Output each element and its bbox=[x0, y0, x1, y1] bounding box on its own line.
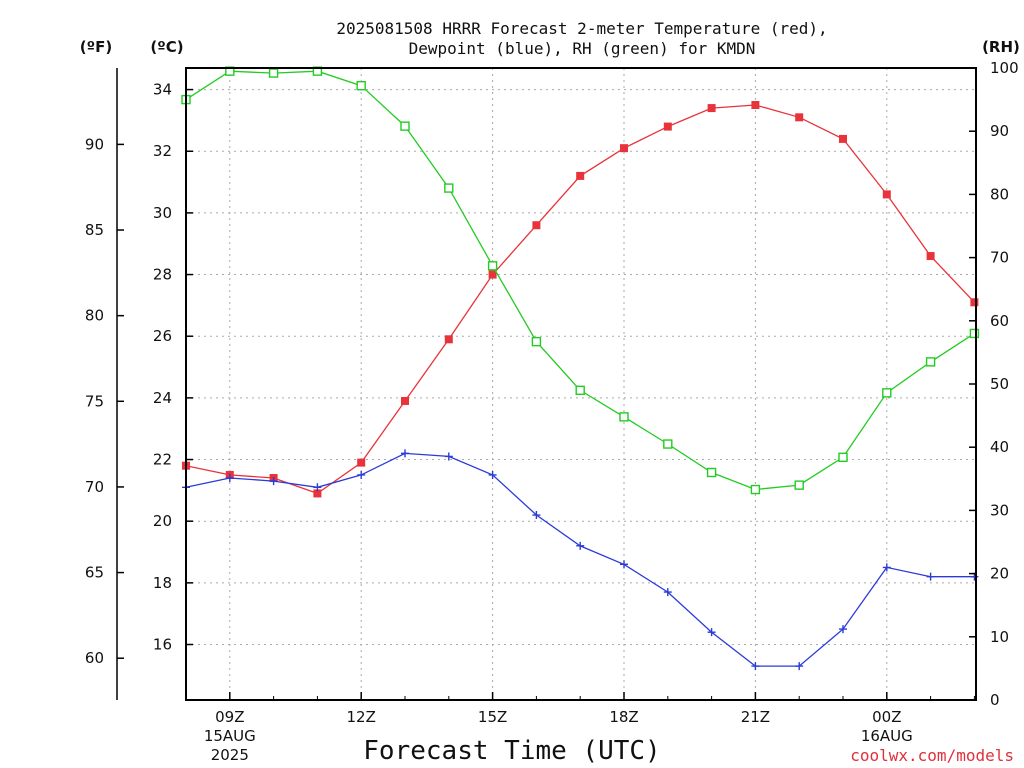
temperature-point bbox=[751, 100, 760, 109]
celsius-tick-label: 28 bbox=[153, 266, 172, 284]
fahrenheit-tick-label: 85 bbox=[85, 221, 104, 239]
dewpoint-point bbox=[488, 470, 497, 479]
dewpoint-point bbox=[444, 452, 453, 461]
x-tick-label: 15Z bbox=[478, 708, 507, 726]
temperature-point bbox=[620, 144, 628, 153]
dewpoint-point bbox=[795, 662, 804, 671]
celsius-tick-label: 16 bbox=[153, 636, 172, 654]
x-tick-sublabel: 16AUG bbox=[861, 727, 913, 745]
x-tick-label: 18Z bbox=[609, 708, 638, 726]
temperature-point bbox=[926, 252, 935, 261]
temperature-point bbox=[663, 122, 672, 131]
rh-tick-label: 0 bbox=[990, 691, 1000, 709]
x-tick-label: 12Z bbox=[347, 708, 376, 726]
dewpoint-point bbox=[313, 483, 322, 492]
dewpoint-point bbox=[751, 662, 760, 671]
rh-point bbox=[268, 68, 279, 78]
celsius-tick-label: 26 bbox=[153, 327, 172, 345]
rh-point bbox=[444, 183, 454, 193]
dewpoint-point bbox=[882, 563, 891, 572]
fahrenheit-tick-label: 60 bbox=[85, 649, 104, 667]
temperature-point bbox=[839, 134, 847, 143]
rh-point bbox=[531, 336, 542, 347]
dewpoint-point bbox=[357, 470, 366, 479]
dewpoint-point bbox=[532, 511, 541, 520]
temperature-point bbox=[488, 270, 497, 279]
temperature-point bbox=[576, 171, 585, 180]
dewpoint-point bbox=[576, 541, 585, 550]
rh-point bbox=[925, 357, 936, 367]
rh-point bbox=[750, 484, 761, 495]
rh-point bbox=[706, 467, 717, 478]
fahrenheit-tick-label: 80 bbox=[85, 307, 104, 325]
temperature-point bbox=[795, 113, 804, 122]
rh-point bbox=[619, 412, 629, 422]
rh-tick-label: 100 bbox=[990, 59, 1019, 77]
chart-title-line1: 2025081508 HRRR Forecast 2-meter Tempera… bbox=[336, 19, 827, 38]
dewpoint-point bbox=[401, 449, 409, 458]
fahrenheit-unit-label: (ºF) bbox=[80, 38, 112, 56]
celsius-tick-label: 20 bbox=[153, 512, 172, 530]
rh-point bbox=[663, 439, 673, 449]
rh-tick-label: 30 bbox=[990, 501, 1009, 519]
celsius-tick-label: 24 bbox=[153, 389, 172, 407]
celsius-unit-label: (ºC) bbox=[150, 38, 183, 56]
rh-tick-label: 50 bbox=[990, 375, 1009, 393]
rh-tick-label: 70 bbox=[990, 249, 1009, 267]
rh-point bbox=[575, 385, 585, 396]
credit-label: coolwx.com/models bbox=[850, 746, 1014, 765]
temperature-point bbox=[401, 396, 409, 405]
fahrenheit-tick-label: 75 bbox=[85, 392, 104, 410]
temperature-point bbox=[970, 298, 979, 307]
rh-tick-label: 20 bbox=[990, 565, 1009, 583]
x-tick-label: 00Z bbox=[872, 708, 901, 726]
celsius-tick-label: 30 bbox=[153, 204, 172, 222]
temperature-point bbox=[882, 190, 891, 199]
rh-tick-label: 80 bbox=[990, 185, 1009, 203]
fahrenheit-tick-label: 65 bbox=[85, 564, 104, 582]
temperature-point bbox=[313, 489, 322, 498]
x-tick-label: 09Z bbox=[215, 708, 244, 726]
x-tick-sublabel: 15AUG bbox=[204, 727, 256, 745]
celsius-tick-label: 32 bbox=[153, 142, 172, 160]
rh-tick-label: 10 bbox=[990, 628, 1009, 646]
x-tick-label: 21Z bbox=[741, 708, 770, 726]
rh-tick-label: 90 bbox=[990, 122, 1009, 140]
chart-title-line2: Dewpoint (blue), RH (green) for KMDN bbox=[409, 39, 756, 58]
rh-point bbox=[794, 480, 804, 490]
dewpoint-point bbox=[620, 560, 628, 569]
fahrenheit-tick-label: 90 bbox=[85, 135, 104, 153]
fahrenheit-tick-label: 70 bbox=[85, 478, 104, 496]
celsius-tick-label: 22 bbox=[153, 451, 172, 469]
dewpoint-point bbox=[926, 572, 935, 581]
celsius-tick-label: 34 bbox=[153, 81, 172, 99]
temperature-point bbox=[707, 104, 716, 113]
rh-point bbox=[487, 261, 498, 271]
rh-tick-label: 60 bbox=[990, 312, 1009, 330]
rh-point bbox=[969, 328, 980, 339]
x-tick-sublabel: 2025 bbox=[211, 746, 249, 764]
rh-point bbox=[838, 452, 848, 463]
rh-point bbox=[400, 121, 410, 131]
celsius-tick-label: 18 bbox=[153, 574, 172, 592]
temperature-point bbox=[357, 458, 366, 467]
dewpoint-point bbox=[225, 474, 234, 483]
rh-tick-label: 40 bbox=[990, 438, 1009, 456]
temperature-point bbox=[444, 335, 453, 344]
dewpoint-point bbox=[839, 625, 847, 634]
x-axis-label: Forecast Time (UTC) bbox=[363, 736, 660, 766]
rh-point bbox=[882, 388, 892, 398]
dewpoint-point bbox=[663, 588, 672, 597]
dewpoint-point bbox=[707, 628, 716, 637]
dewpoint-point bbox=[269, 477, 278, 486]
temperature-point bbox=[532, 221, 541, 230]
rh-point bbox=[356, 80, 366, 91]
rh-unit-label: (RH) bbox=[982, 38, 1020, 56]
